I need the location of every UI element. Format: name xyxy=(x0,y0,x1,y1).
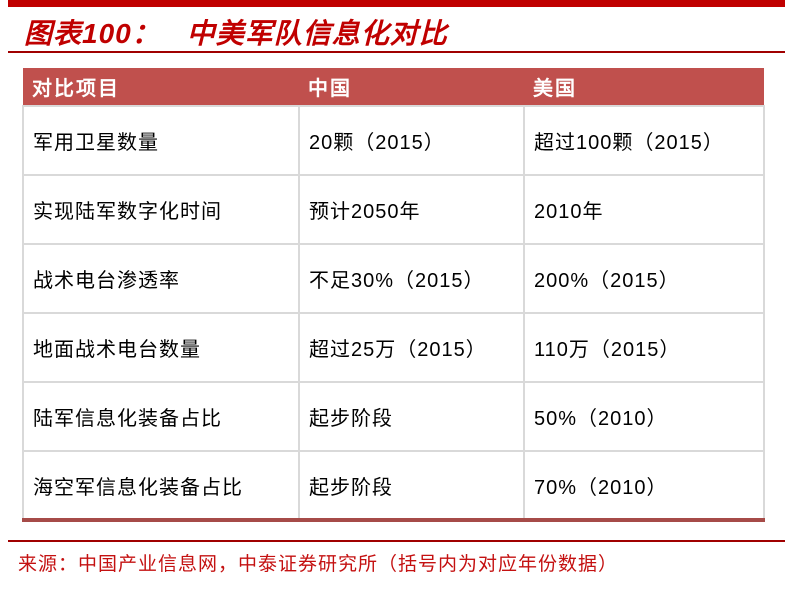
cell-china: 起步阶段 xyxy=(298,450,525,522)
cell-item: 军用卫星数量 xyxy=(22,105,300,176)
table-row: 海空军信息化装备占比 起步阶段 70%（2010） xyxy=(22,450,765,522)
cell-item: 陆军信息化装备占比 xyxy=(22,381,300,452)
cell-usa: 2010年 xyxy=(523,174,765,245)
table-row: 地面战术电台数量 超过25万（2015） 110万（2015） xyxy=(22,312,765,383)
table-row: 陆军信息化装备占比 起步阶段 50%（2010） xyxy=(22,381,765,452)
figure-number: 图表100： xyxy=(24,18,161,49)
source-note: 来源：中国产业信息网，中泰证券研究所（括号内为对应年份数据） xyxy=(18,554,619,575)
cell-usa: 超过100颗（2015） xyxy=(523,105,765,176)
cell-usa: 70%（2010） xyxy=(523,450,765,522)
table-row: 战术电台渗透率 不足30%（2015） 200%（2015） xyxy=(22,243,765,314)
column-header-usa: 美国 xyxy=(524,68,764,106)
cell-usa: 50%（2010） xyxy=(523,381,765,452)
column-header-item: 对比项目 xyxy=(23,68,299,106)
cell-usa: 200%（2015） xyxy=(523,243,765,314)
cell-china: 预计2050年 xyxy=(298,174,525,245)
table-row: 实现陆军数字化时间 预计2050年 2010年 xyxy=(22,174,765,245)
table-row: 军用卫星数量 20颗（2015） 超过100颗（2015） xyxy=(22,105,765,176)
title-divider xyxy=(8,51,785,53)
cell-china: 不足30%（2015） xyxy=(298,243,525,314)
cell-china: 起步阶段 xyxy=(298,381,525,452)
table-header-row: 对比项目 中国 美国 xyxy=(23,68,764,106)
cell-china: 20颗（2015） xyxy=(298,105,525,176)
cell-usa: 110万（2015） xyxy=(523,312,765,383)
figure-title-text: 中美军队信息化对比 xyxy=(186,18,448,49)
cell-item: 战术电台渗透率 xyxy=(22,243,300,314)
comparison-table: 对比项目 中国 美国 军用卫星数量 20颗（2015） 超过100颗（2015）… xyxy=(22,68,765,522)
top-accent-bar xyxy=(8,0,785,7)
cell-china: 超过25万（2015） xyxy=(298,312,525,383)
column-header-china: 中国 xyxy=(299,68,524,106)
cell-item: 地面战术电台数量 xyxy=(22,312,300,383)
figure-title: 图表100： 中美军队信息化对比 xyxy=(24,12,448,52)
cell-item: 实现陆军数字化时间 xyxy=(22,174,300,245)
footer-divider xyxy=(8,540,785,542)
cell-item: 海空军信息化装备占比 xyxy=(22,450,300,522)
